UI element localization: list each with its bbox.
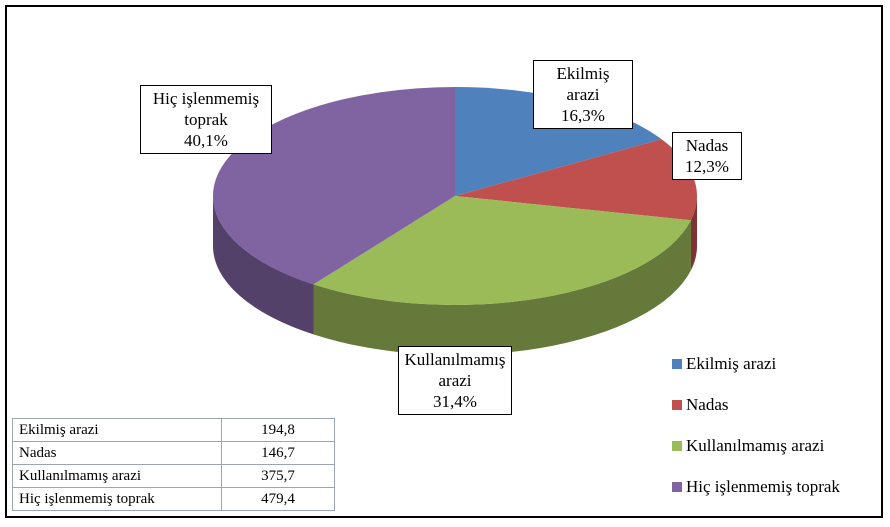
label-value: 12,3% xyxy=(685,157,729,176)
slice-side xyxy=(213,196,314,335)
table-cell: Nadas xyxy=(12,441,222,465)
slice-side xyxy=(690,196,697,271)
table-cell: Ekilmiş arazi xyxy=(12,418,222,442)
legend-entry: Kullanılmamış arazi xyxy=(672,436,824,456)
legend-entry: Ekilmiş arazi xyxy=(672,354,776,374)
table-row: Hiç işlenmemiş toprak 479,4 xyxy=(12,487,335,511)
data-label: Nadas 12,3% xyxy=(672,132,742,180)
table-row: Nadas 146,7 xyxy=(12,441,335,465)
slice xyxy=(313,196,691,305)
label-value: 16,3% xyxy=(561,106,605,125)
data-table: Ekilmiş arazi 194,8 Nadas 146,7 Kullanılmamı… xyxy=(12,418,335,511)
legend-label: Ekilmiş arazi xyxy=(686,354,777,373)
table-cell: 479,4 xyxy=(221,487,335,511)
slice xyxy=(455,139,697,221)
label-category: Nadas xyxy=(685,136,729,155)
table-cell: 375,7 xyxy=(221,464,335,488)
table-cell: Kullanılmamış arazi xyxy=(12,464,222,488)
legend-swatch xyxy=(672,359,682,369)
legend-entry: Nadas xyxy=(672,395,728,415)
legend-swatch xyxy=(672,400,682,410)
slice-side xyxy=(313,220,691,356)
data-label: Hiç işlenmemiş toprak 40,1% xyxy=(140,85,272,154)
side-shade xyxy=(690,196,697,271)
legend-entry: Hiç işlenmemiş toprak xyxy=(672,477,840,497)
side-shade xyxy=(213,196,314,335)
table-row: Ekilmiş arazi 194,8 xyxy=(12,418,335,442)
label-value: 31,4% xyxy=(433,392,477,411)
table-row: Kullanılmamış arazi 375,7 xyxy=(12,464,335,488)
legend-swatch xyxy=(672,441,682,451)
data-label: Ekilmiş arazi 16,3% xyxy=(533,60,633,129)
label-category: Hiç işlenmemiş toprak xyxy=(152,89,260,129)
label-value: 40,1% xyxy=(184,131,228,150)
table-cell: Hiç işlenmemiş toprak xyxy=(12,487,222,511)
table-cell: 194,8 xyxy=(221,418,335,442)
chart-frame xyxy=(5,5,883,518)
label-category: Kullanılmamış arazi xyxy=(404,350,506,390)
legend-swatch xyxy=(672,482,682,492)
label-category: Ekilmiş arazi xyxy=(556,64,610,104)
legend-label: Kullanılmamış arazi xyxy=(686,436,825,455)
side-shade xyxy=(313,220,691,356)
table-cell: 146,7 xyxy=(221,441,335,465)
data-label: Kullanılmamış arazi 31,4% xyxy=(398,346,512,415)
slice xyxy=(212,87,455,285)
legend-label: Nadas xyxy=(686,395,729,414)
legend-label: Hiç işlenmemiş toprak xyxy=(686,477,840,496)
